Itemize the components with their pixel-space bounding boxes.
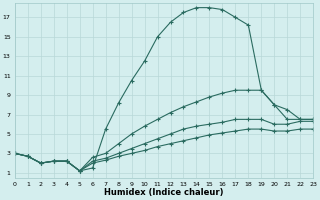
X-axis label: Humidex (Indice chaleur): Humidex (Indice chaleur) — [104, 188, 224, 197]
